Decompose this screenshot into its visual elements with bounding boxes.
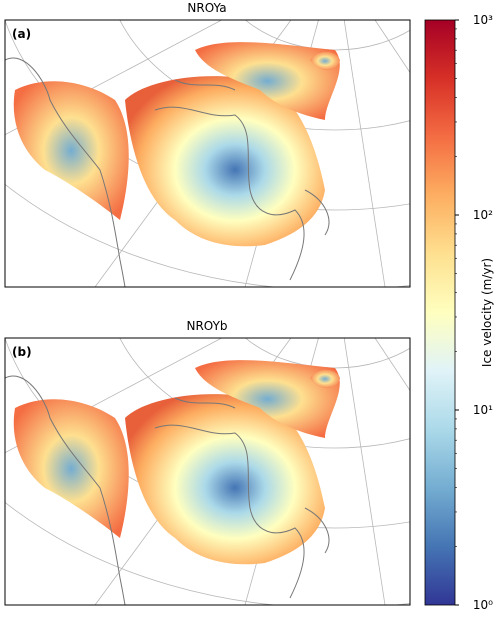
tick-label: 10¹ xyxy=(473,403,493,417)
colorbar: 10⁰ 10¹ 10² 10³ Ice velocity (m/yr) xyxy=(424,13,494,612)
panel-label: (a) xyxy=(12,27,31,41)
colorbar-ramp xyxy=(424,19,456,606)
tick-label: 10³ xyxy=(473,13,493,27)
panel-label: (b) xyxy=(12,345,32,359)
tick-label: 10² xyxy=(473,208,493,222)
panel-title: NROYb xyxy=(186,319,227,333)
colorbar-label: Ice velocity (m/yr) xyxy=(480,258,494,367)
tick-label: 10⁰ xyxy=(473,598,493,612)
panel-title: NROYa xyxy=(187,1,226,15)
